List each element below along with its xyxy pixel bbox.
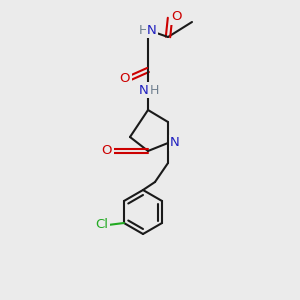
Text: Cl: Cl bbox=[95, 218, 108, 232]
Text: O: O bbox=[102, 145, 112, 158]
Text: H: H bbox=[149, 83, 159, 97]
Text: O: O bbox=[171, 11, 181, 23]
Text: O: O bbox=[120, 71, 130, 85]
Text: H: H bbox=[138, 23, 148, 37]
Text: N: N bbox=[170, 136, 180, 149]
Text: N: N bbox=[147, 23, 157, 37]
Text: N: N bbox=[139, 83, 149, 97]
